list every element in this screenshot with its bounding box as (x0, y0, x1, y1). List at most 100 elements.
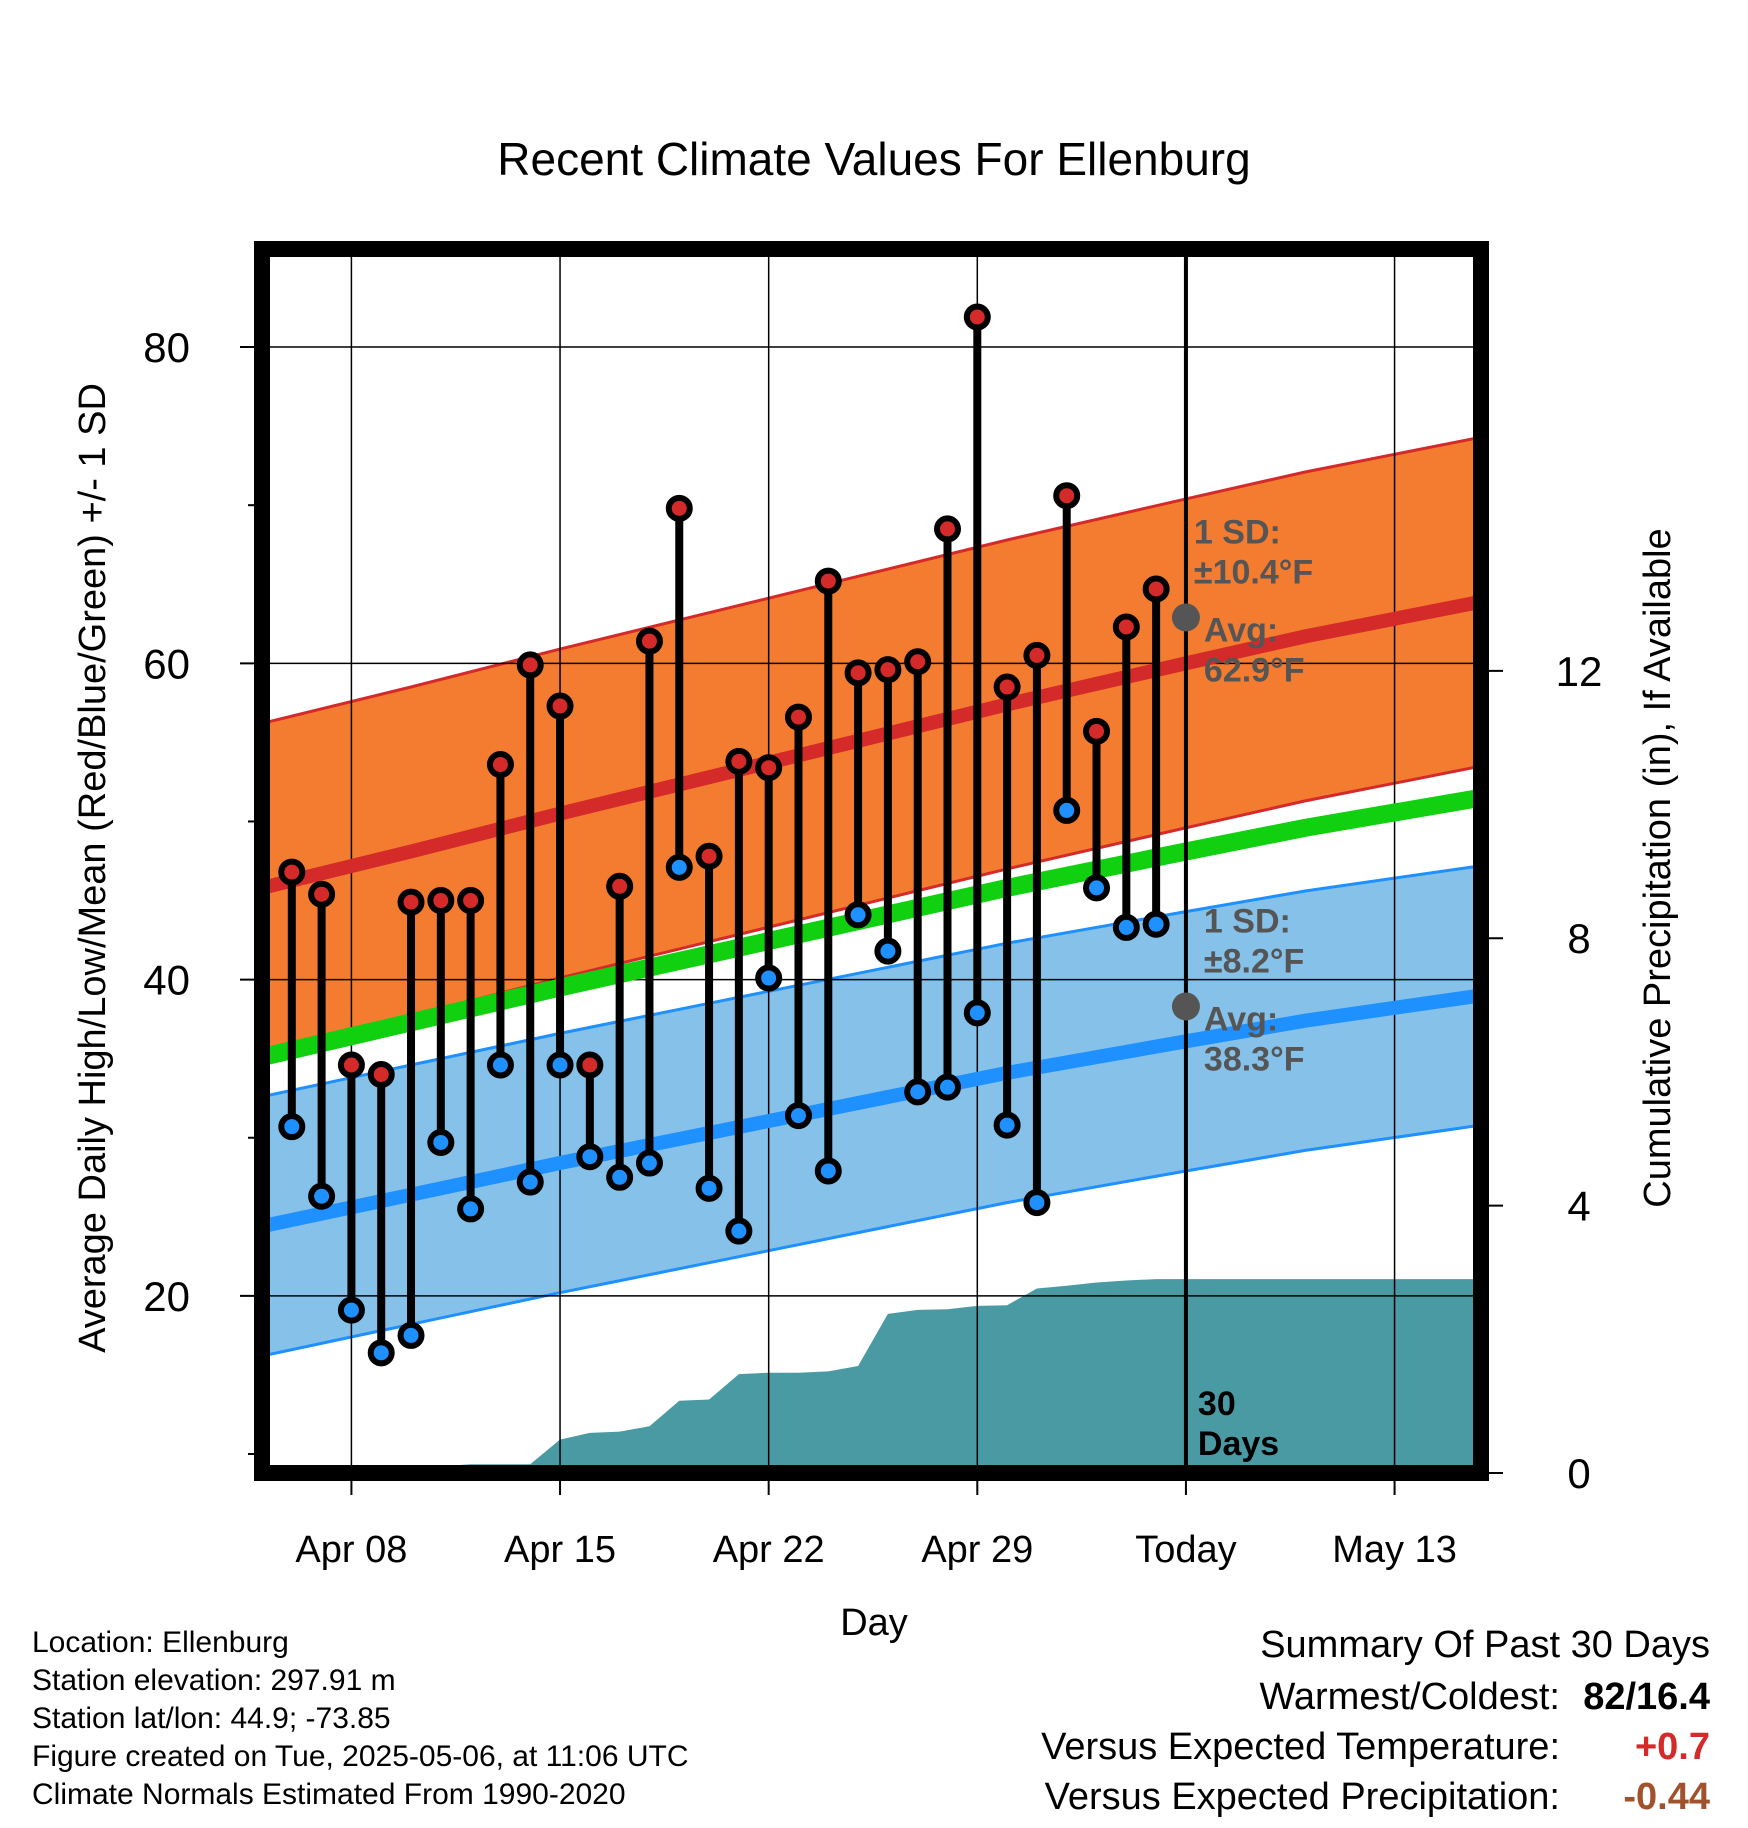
y-right-tick-label: 0 (1567, 1450, 1590, 1497)
x-tick-label: Apr 29 (921, 1529, 1033, 1571)
low-temp-point (725, 1217, 753, 1245)
y-left-tick-label: 20 (143, 1273, 190, 1320)
low-temp-point (576, 1143, 604, 1171)
high-temp-point (874, 656, 902, 684)
high-temp-point (963, 303, 991, 331)
high-temp-point (1023, 641, 1051, 669)
precip-label: Versus Expected Precipitation: (1044, 1776, 1560, 1818)
y-left-tick-label: 40 (143, 957, 190, 1004)
plot-area: 1 SD: ±10.4°F Avg: 62.9°F 1 SD: ±8.2°F Avg: 38.… (143, 241, 1603, 1571)
y-axis-left-label: Average Daily High/Low/Mean (Red/Blue/Gr… (72, 383, 114, 1353)
high-temp-point (308, 880, 336, 908)
high-temp-point (516, 651, 544, 679)
high-temp-point (606, 872, 634, 900)
today-days-label: 30 Days (1198, 1385, 1279, 1463)
low-temp-point (635, 1149, 663, 1177)
low-temp-point (844, 901, 872, 929)
y-right-tick-label: 8 (1567, 915, 1590, 962)
low-temp-point (963, 999, 991, 1027)
low-temp-point (904, 1078, 932, 1106)
low-temp-point (755, 964, 783, 992)
high-temp-point (635, 627, 663, 655)
low-temp-point (1112, 913, 1140, 941)
low-sd-annotation: 1 SD: ±8.2°F (1204, 902, 1304, 980)
warmest-label: Warmest/Coldest: (1259, 1676, 1560, 1718)
low-temp-point (337, 1296, 365, 1324)
high-temp-point (725, 747, 753, 775)
low-band-lower-edge (262, 1123, 1481, 1358)
low-temp-point (308, 1182, 336, 1210)
station-info: Location: Ellenburg Station elevation: 2… (32, 1624, 689, 1814)
low-temp-point (695, 1174, 723, 1202)
low-temp-point (1023, 1189, 1051, 1217)
y-right-tick-label: 4 (1567, 1183, 1590, 1230)
y-left-tick-label: 60 (143, 640, 190, 687)
high-temp-point (695, 842, 723, 870)
high-temp-point (337, 1051, 365, 1079)
high-temp-point (486, 751, 514, 779)
x-tick-label: Apr 15 (504, 1529, 616, 1571)
created-text: Figure created on Tue, 2025-05-06, at 11… (32, 1740, 689, 1773)
low-temp-point (516, 1168, 544, 1196)
x-axis-label: Day (840, 1602, 908, 1644)
summary-precip-row: Versus Expected Precipitation: -0.44 (1045, 1776, 1710, 1819)
y-left-tick-label: 80 (143, 324, 190, 371)
low-temp-point (367, 1339, 395, 1367)
x-tick-label: May 13 (1332, 1529, 1457, 1571)
low-temp-point (934, 1073, 962, 1101)
x-tick-label: Today (1135, 1529, 1236, 1571)
x-tick-label: Apr 08 (295, 1529, 407, 1571)
high-temp-point (457, 887, 485, 915)
temp-value: +0.7 (1634, 1726, 1710, 1768)
plot-content (262, 249, 1481, 1473)
y-right-tick-label: 12 (1556, 648, 1603, 695)
avg-low-marker (1171, 992, 1200, 1021)
summary-warmest-row: Warmest/Coldest: 82/16.4 (1259, 1676, 1710, 1719)
high-temp-point (814, 567, 842, 595)
low-temp-point (665, 853, 693, 881)
low-temp-point (1053, 796, 1081, 824)
high-temp-point (934, 515, 962, 543)
high-temp-point (1112, 613, 1140, 641)
high-temp-point (844, 659, 872, 687)
x-tick-label: Apr 22 (713, 1529, 825, 1571)
low-temp-point (1083, 874, 1111, 902)
low-avg-annotation: Avg: 38.3°F (1204, 1000, 1305, 1078)
low-temp-point (993, 1111, 1021, 1139)
low-sd-band (262, 865, 1481, 1356)
plot-frame (254, 241, 1489, 1481)
high-temp-point (904, 648, 932, 676)
high-temp-point (278, 858, 306, 886)
location-text: Location: Ellenburg (32, 1626, 289, 1659)
normals-text: Climate Normals Estimated From 1990-2020 (32, 1778, 626, 1811)
high-temp-point (427, 887, 455, 915)
low-temp-point (486, 1051, 514, 1079)
precip-value: -0.44 (1623, 1776, 1710, 1818)
low-temp-point (278, 1113, 306, 1141)
high-temp-point (576, 1051, 604, 1079)
high-avg-annotation: Avg: 62.9°F (1204, 611, 1305, 689)
precip-area (262, 1279, 1481, 1473)
high-temp-point (755, 754, 783, 782)
low-temp-point (427, 1128, 455, 1156)
high-temp-point (1053, 482, 1081, 510)
summary-temp-row: Versus Expected Temperature: +0.7 (1041, 1726, 1710, 1769)
high-temp-point (993, 673, 1021, 701)
high-temp-point (397, 888, 425, 916)
low-temp-point (784, 1102, 812, 1130)
avg-high-marker (1171, 603, 1200, 632)
low-temp-point (814, 1157, 842, 1185)
elevation-text: Station elevation: 297.91 m (32, 1664, 396, 1697)
high-temp-point (1142, 575, 1170, 603)
high-sd-band (262, 437, 1481, 1053)
low-temp-point (457, 1195, 485, 1223)
high-temp-point (784, 703, 812, 731)
low-temp-point (874, 937, 902, 965)
normal-low-line (262, 988, 1481, 1234)
summary-title: Summary Of Past 30 Days (1260, 1624, 1710, 1666)
high-sd-annotation: 1 SD: ±10.4°F (1194, 513, 1313, 591)
low-temp-point (1142, 910, 1170, 938)
temp-label: Versus Expected Temperature: (1041, 1726, 1560, 1768)
high-temp-point (546, 692, 574, 720)
